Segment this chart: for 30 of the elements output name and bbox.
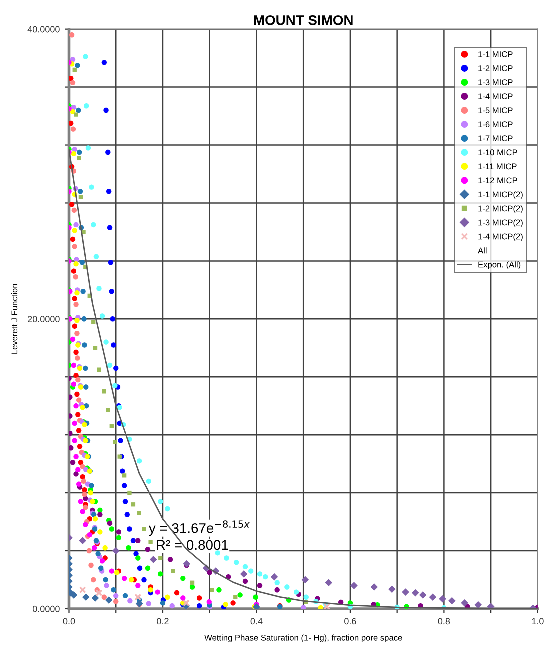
- annotation: y = 31.67e$^{−8.15x}$: [148, 520, 250, 536]
- x-tick-label: 0.4: [250, 618, 263, 625]
- y-tick-label: 40.0000: [28, 26, 60, 33]
- legend-label: 1-3 MICP: [478, 80, 513, 86]
- legend-label: 1-2 MICP(2): [478, 206, 523, 214]
- x-axis-title: Wetting Phase Saturation (1- Hg), fraction pore space: [204, 634, 402, 643]
- y-tick-label: 20.0000: [28, 316, 60, 323]
- legend-label: 1-11 MICP: [478, 164, 517, 170]
- legend-label: 1-1 MICP(2): [478, 192, 523, 200]
- legend-label: 1-2 MICP: [478, 66, 513, 72]
- legend-label: 1-1 MICP: [478, 52, 513, 58]
- y-tick-label: 0.0000: [32, 606, 60, 612]
- x-tick-label: 1.0: [532, 618, 544, 625]
- x-tick-label: 0.8: [438, 618, 450, 625]
- legend-label: Expon. (All): [478, 262, 521, 270]
- text: All: [478, 248, 487, 254]
- legend-label: 1-10 MICP: [478, 150, 518, 156]
- legend-label: 1-12 MICP: [478, 178, 518, 184]
- chart-title: MOUNT SIMON: [254, 15, 353, 26]
- legend-label: 1-3 MICP(2): [478, 220, 523, 228]
- legend-label: 1-7 MICP: [478, 136, 513, 142]
- legend-label: 1-6 MICP: [478, 122, 513, 128]
- x-tick-label: 0.6: [344, 618, 356, 625]
- annotation: R² = 0.8001: [157, 540, 228, 550]
- y-axis-title: Leverett J Function: [11, 284, 18, 354]
- legend-label: 1-4 MICP(2): [478, 234, 523, 242]
- legend-label: 1-4 MICP: [478, 94, 513, 100]
- legend-label: 1-5 MICP: [478, 108, 513, 114]
- x-tick-label: 0.0: [63, 618, 76, 625]
- x-tick-label: 0.2: [157, 618, 169, 625]
